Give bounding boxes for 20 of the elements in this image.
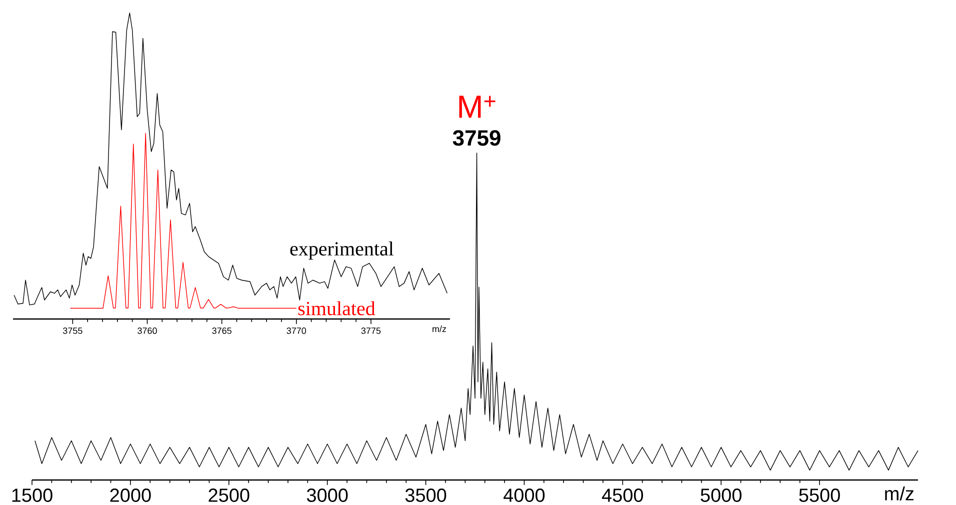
x-tick-label: 4500 bbox=[602, 488, 644, 502]
x-axis-title: m/z bbox=[885, 486, 914, 500]
x-tick-label: 2500 bbox=[208, 488, 250, 502]
x-tick-label: 5000 bbox=[700, 488, 742, 502]
series-label: simulated bbox=[298, 301, 376, 316]
annotation: 3759 bbox=[452, 130, 500, 146]
x-tick-label: 1500 bbox=[12, 488, 52, 502]
x-tick-label: 5500 bbox=[799, 488, 840, 502]
x-tick-label: 3760 bbox=[138, 328, 157, 334]
x-axis-title: m/z bbox=[432, 326, 446, 332]
x-tick-label: 3775 bbox=[361, 328, 381, 334]
x-tick-label: 2000 bbox=[110, 488, 151, 502]
x-tick-label: 3770 bbox=[286, 328, 306, 334]
annotation: M$^{+}$ bbox=[459, 96, 496, 118]
x-tick-label: 3755 bbox=[63, 328, 82, 334]
x-tick-label: 4000 bbox=[504, 488, 545, 502]
x-tick-label: 3500 bbox=[405, 488, 446, 502]
x-tick-label: 3765 bbox=[212, 328, 232, 334]
series-label: experimental bbox=[290, 242, 394, 260]
x-tick-label: 3000 bbox=[306, 488, 348, 502]
